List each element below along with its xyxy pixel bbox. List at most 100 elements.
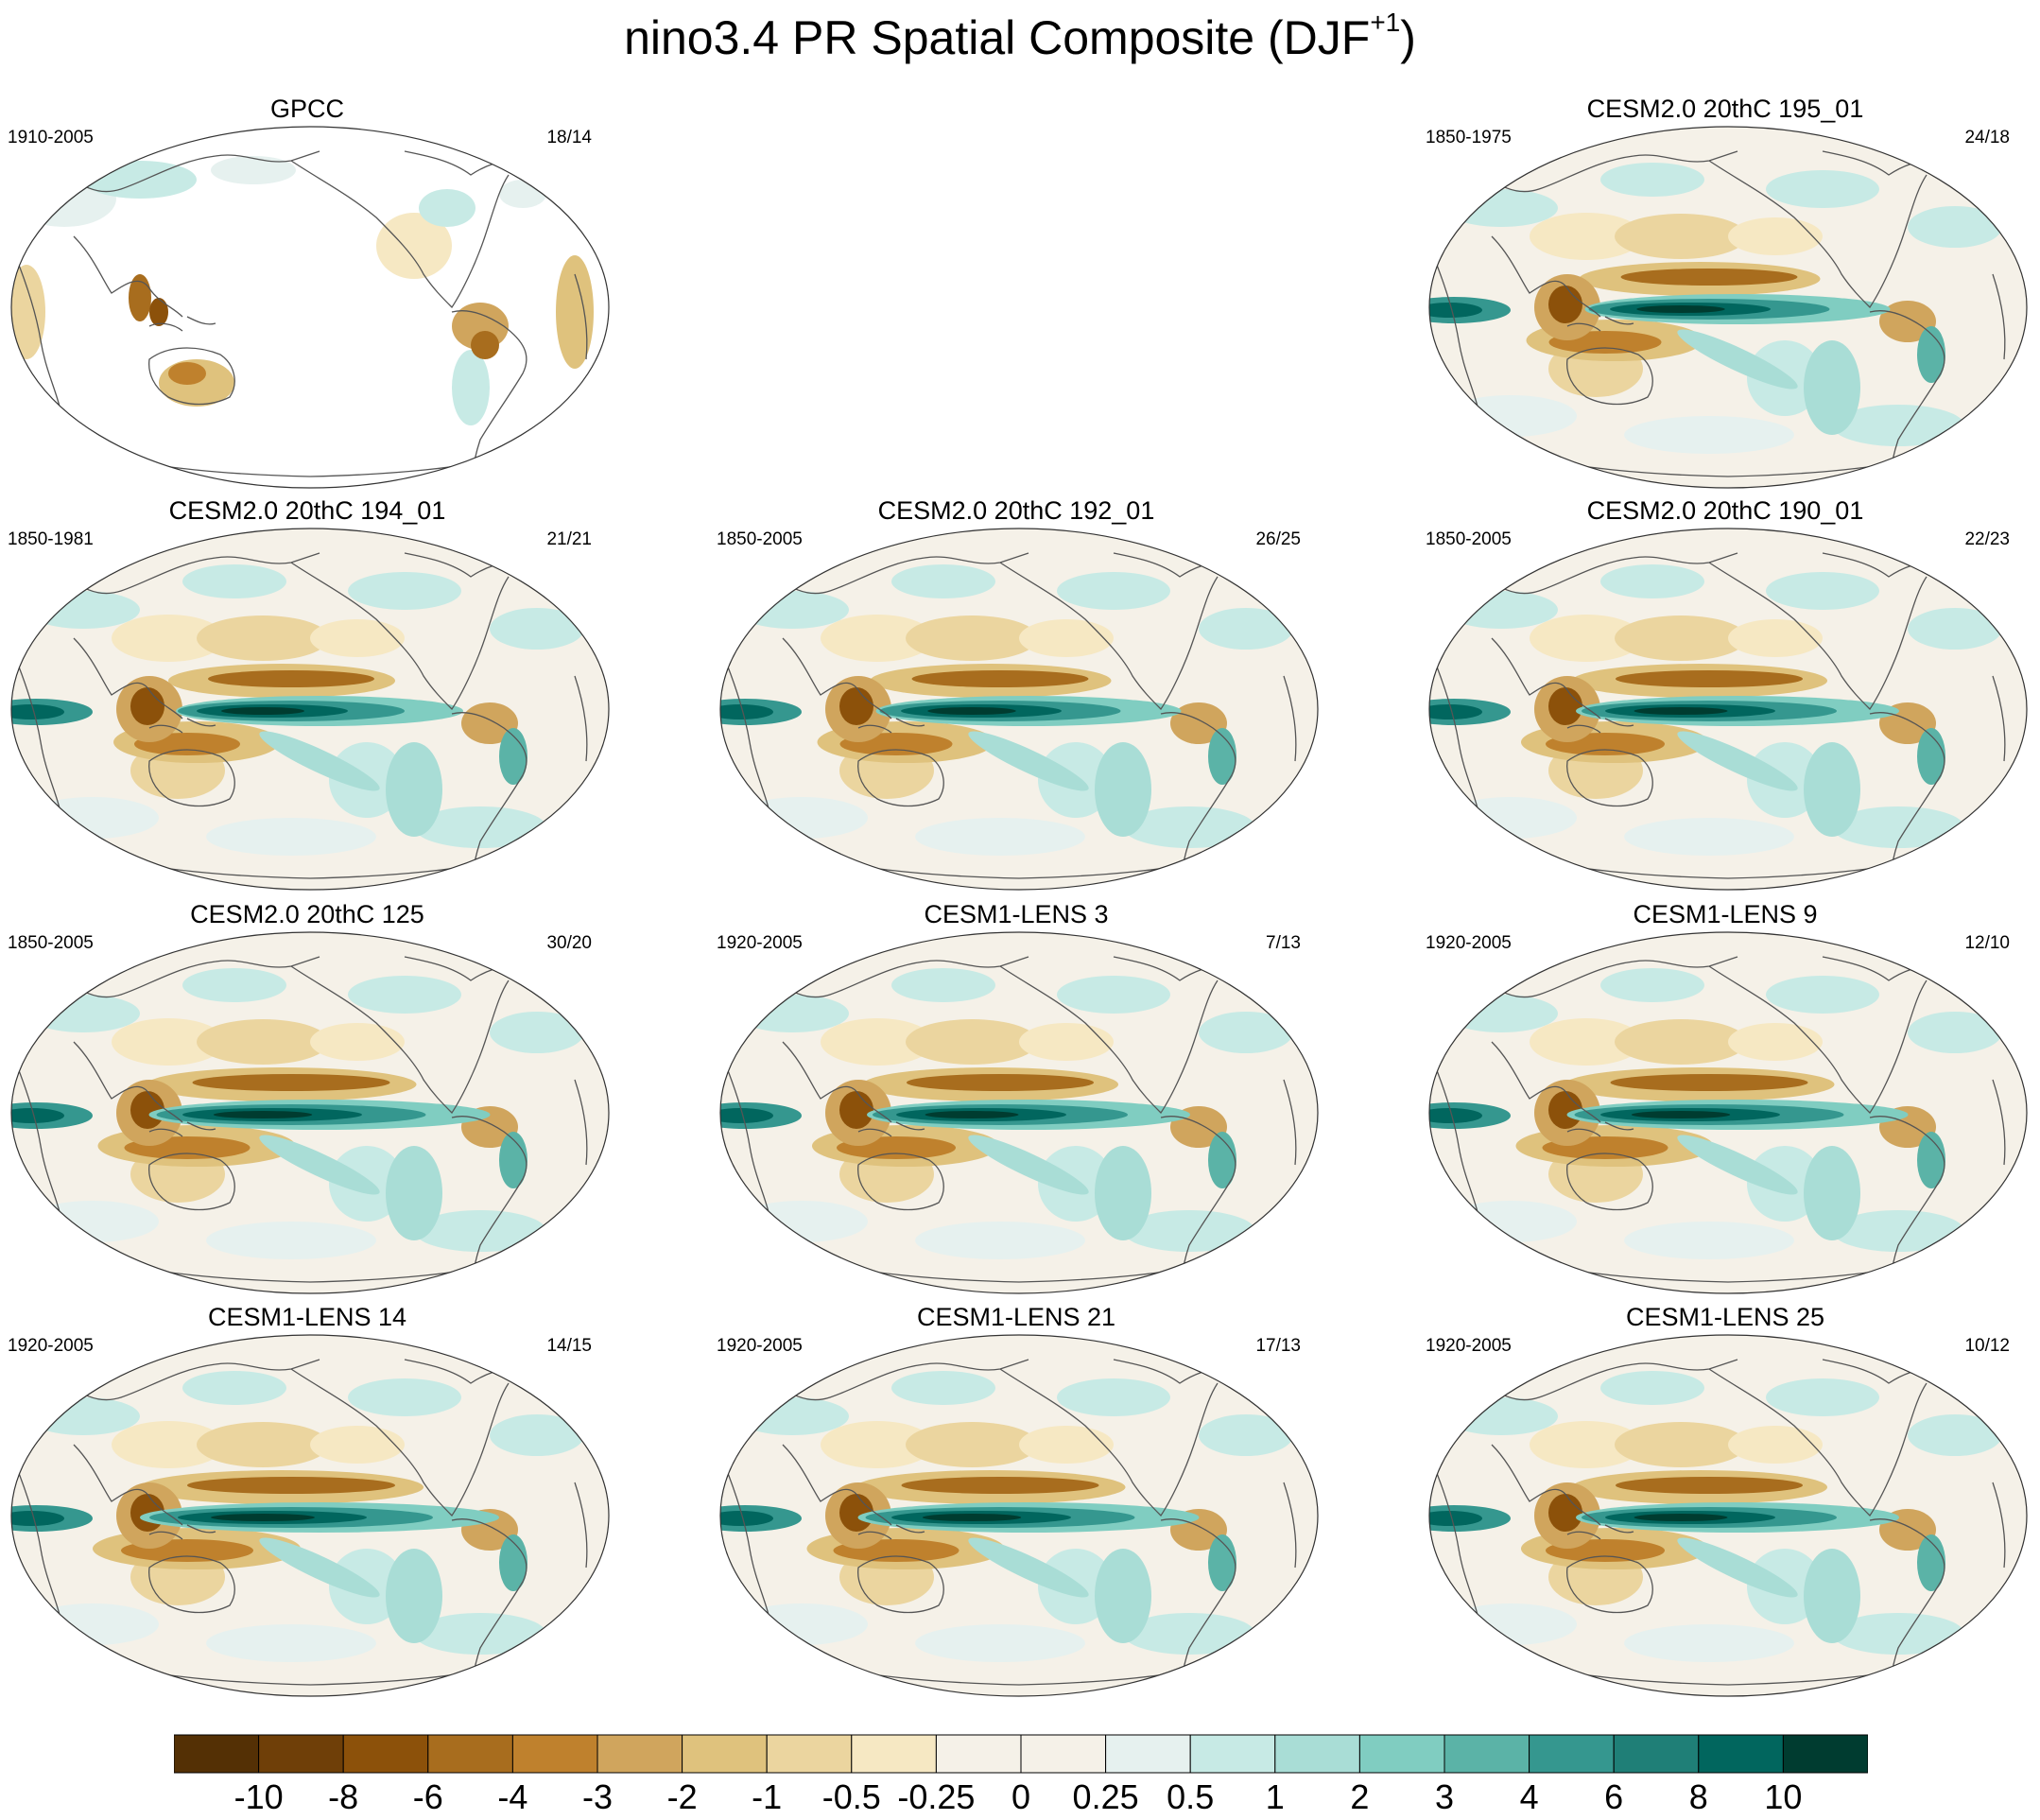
map-sesa-wet: [1208, 1534, 1236, 1591]
map-anomaly-blob: [112, 615, 225, 662]
colorbar-box: [427, 1734, 513, 1774]
colorbar-box: [596, 1734, 683, 1774]
map-coastline: [1566, 1121, 1634, 1137]
map-coastline: [1491, 235, 1601, 318]
map-anomaly-blob: [348, 1378, 461, 1416]
map-wet-tongue-peak: [922, 1514, 1022, 1521]
map-wet-tongue-peak: [1634, 707, 1728, 715]
map-lens-25: [1428, 1334, 2028, 1697]
map-anomaly-blob: [1908, 1012, 2002, 1053]
colorbar-box: [1613, 1734, 1700, 1774]
map-anomaly-blob: [1095, 742, 1151, 837]
map-panel-cesm2-125: CESM2.0 20thC 125 1850-2005 30/20: [0, 900, 614, 1297]
map-sesa-wet: [499, 1132, 527, 1188]
map-land-anomaly: [83, 161, 197, 199]
panel-title: CESM2.0 20thC 192_01: [877, 496, 1155, 525]
map-anomaly-blob: [348, 572, 461, 610]
map-indian-wet-core: [1429, 303, 1482, 318]
map-coastline: [857, 718, 925, 734]
map-anomaly-blob: [182, 968, 286, 1002]
colorbar-tick-label: -0.5: [821, 1777, 881, 1816]
map-lens-14: [10, 1334, 610, 1697]
map-coastline: [1566, 1524, 1634, 1540]
panel-years: 1920-2005: [717, 933, 803, 953]
map-anomaly-blob: [197, 1422, 329, 1467]
map-sesa-wet: [499, 1534, 527, 1591]
map-border: [1428, 931, 2028, 1294]
map-land-anomaly: [499, 180, 546, 208]
map-coastline: [1869, 1518, 1945, 1691]
colorbar-tick-label: 3: [1434, 1777, 1455, 1816]
map-background: [11, 127, 609, 488]
map-anomaly-blob: [1019, 1426, 1114, 1464]
map-anomaly-blob: [1624, 416, 1794, 454]
map-anomaly-blob: [490, 608, 584, 650]
map-anomaly-blob: [1199, 1012, 1293, 1053]
map-coastline: [290, 965, 510, 1115]
figure-title-superscript: +1: [1370, 8, 1401, 37]
map-anomaly-blob: [414, 806, 546, 848]
map-coastline: [857, 1555, 944, 1614]
map-gpcc: [10, 126, 610, 489]
map-wet-tongue-peak: [1636, 305, 1725, 313]
colorbar-tick-label: -10: [233, 1777, 284, 1816]
map-anomaly-blob: [891, 968, 995, 1002]
map-coastline: [574, 675, 588, 762]
map-anomaly-blob: [1444, 1397, 1558, 1435]
map-coastline: [574, 273, 588, 360]
map-wet-tongue-peak: [927, 707, 1016, 715]
map-indian-wet-core: [720, 704, 773, 719]
map-panel-cesm2-195: CESM2.0 20thC 195_01 1850-1975 24/18: [1418, 95, 2032, 492]
map-coastline: [574, 1079, 588, 1166]
map-maritime-dry-core: [1548, 687, 1582, 725]
map-coastline: [290, 160, 510, 309]
colorbar-box: [1698, 1734, 1784, 1774]
map-anomaly-blob: [1615, 1422, 1747, 1467]
map-coastline: [1566, 1555, 1653, 1614]
map-border: [1428, 528, 2028, 891]
panel-title: CESM1-LENS 9: [1633, 900, 1818, 928]
panel-counts: 21/21: [546, 529, 592, 549]
colorbar-tick-label: 0.25: [1072, 1777, 1139, 1816]
map-anomaly-blob: [735, 591, 849, 629]
map-dry-band-north-core: [907, 1074, 1094, 1091]
colorbar-tick-label: 2: [1350, 1777, 1370, 1816]
map-anomaly-blob: [490, 1012, 584, 1053]
panel-years: 1850-1981: [8, 529, 94, 549]
map-coastline: [1283, 675, 1297, 762]
map-anomaly-blob: [1804, 1146, 1860, 1240]
map-land-anomaly: [211, 156, 296, 184]
map-anomaly-blob: [1728, 1426, 1823, 1464]
panel-years: 1920-2005: [1426, 933, 1512, 953]
map-cesm2-195: [1428, 126, 2028, 489]
map-field: [720, 1335, 1318, 1696]
map-coastline: [782, 1041, 892, 1123]
map-coastline: [782, 1444, 892, 1526]
map-coastline: [148, 749, 235, 807]
map-anomaly-blob: [735, 1397, 849, 1435]
map-coastline: [451, 1518, 527, 1691]
map-anomaly-blob: [386, 1146, 442, 1240]
map-anomaly-blob: [182, 564, 286, 598]
map-anomaly-blob: [1728, 1023, 1823, 1061]
map-anomaly-blob: [906, 1422, 1038, 1467]
map-anomaly-blob: [1057, 976, 1170, 1014]
map-coastline: [148, 347, 235, 406]
map-anomaly-blob: [1804, 340, 1860, 435]
colorbar-box: [258, 1734, 344, 1774]
map-coastline: [857, 1153, 944, 1211]
map-indian-wet-core: [1429, 1108, 1482, 1123]
map-anomaly-blob: [206, 1624, 376, 1662]
map-samerica-dry: [1170, 702, 1227, 744]
map-anomaly-blob: [386, 1549, 442, 1643]
map-border: [10, 931, 610, 1294]
map-anomaly-blob: [1728, 217, 1823, 255]
colorbar-tick-label: -3: [581, 1777, 614, 1816]
colorbar-tick-label: 4: [1519, 1777, 1539, 1816]
map-anomaly-blob: [1728, 619, 1823, 657]
map-spcz-wet: [1677, 1135, 1798, 1195]
map-sesa-wet: [1917, 728, 1945, 785]
panel-years: 1920-2005: [8, 1336, 94, 1356]
map-spcz-wet: [968, 1135, 1089, 1195]
map-anomaly-blob: [906, 1019, 1038, 1065]
